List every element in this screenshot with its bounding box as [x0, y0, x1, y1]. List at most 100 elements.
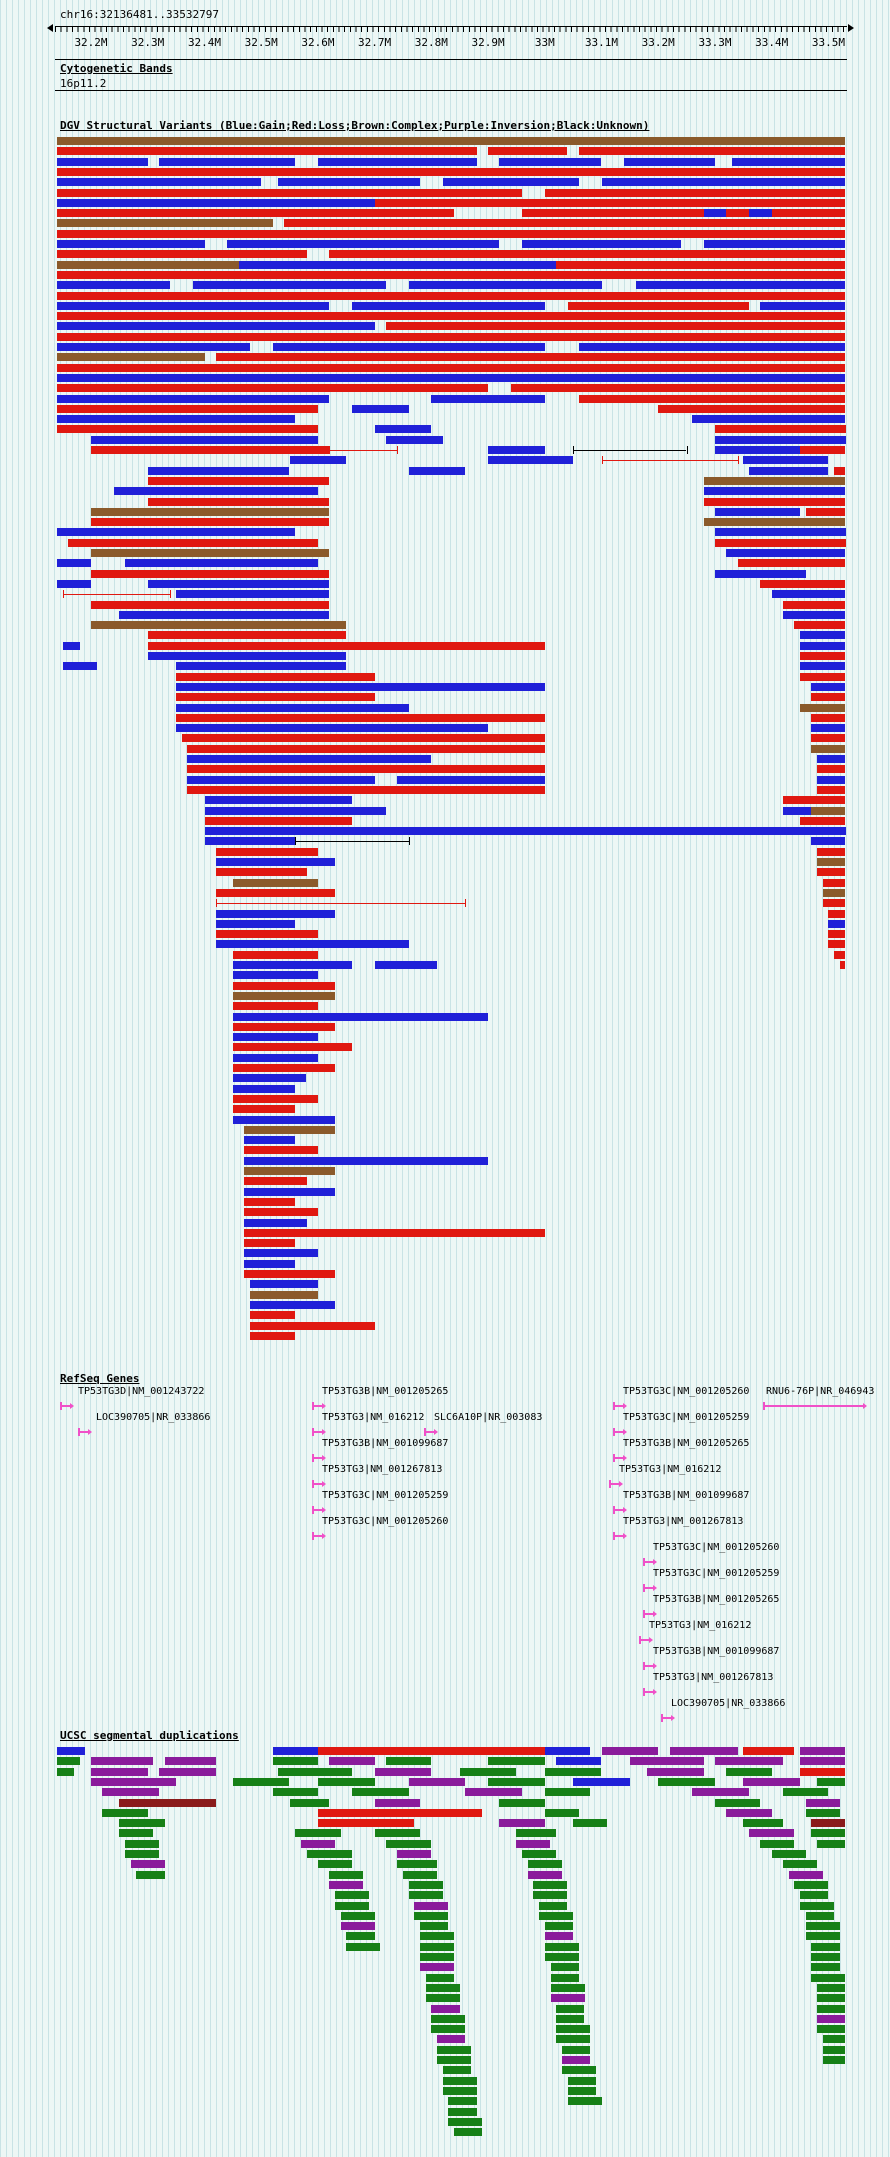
segdup-bar[interactable] — [454, 2128, 483, 2136]
variant-bar[interactable] — [244, 1136, 296, 1144]
variant-bar[interactable] — [215, 889, 335, 897]
segdup-bar[interactable] — [374, 1829, 420, 1837]
variant-bar[interactable] — [715, 570, 806, 578]
variant-bar[interactable] — [232, 1023, 335, 1031]
variant-bar[interactable] — [800, 652, 846, 660]
segdup-bar[interactable] — [437, 2046, 471, 2054]
variant-bar[interactable] — [811, 724, 846, 732]
segdup-bar[interactable] — [743, 1819, 783, 1827]
segdup-bar[interactable] — [414, 1902, 449, 1910]
variant-bar[interactable] — [57, 250, 307, 258]
variant-bar[interactable] — [544, 189, 846, 197]
variant-bar[interactable] — [244, 1198, 296, 1206]
variant-bar[interactable] — [715, 436, 846, 444]
segdup-bar[interactable] — [425, 1994, 460, 2002]
segdup-bar[interactable] — [760, 1840, 795, 1848]
variant-bar[interactable] — [732, 158, 846, 166]
segdup-bar[interactable] — [629, 1757, 704, 1765]
segdup-bar[interactable] — [822, 2035, 846, 2043]
variant-bar[interactable] — [811, 714, 846, 722]
variant-bar[interactable] — [57, 168, 846, 176]
variant-bar[interactable] — [232, 1033, 318, 1041]
variant-bar[interactable] — [204, 817, 352, 825]
variant-bar[interactable] — [232, 951, 318, 959]
gene-label[interactable]: LOC390705|NR_033866 — [96, 1412, 211, 1423]
variant-bar[interactable] — [635, 281, 846, 289]
gene-label[interactable]: TP53TG3B|NM_001099687 — [322, 1438, 449, 1449]
segdup-bar[interactable] — [442, 2066, 472, 2074]
segdup-bar[interactable] — [431, 2015, 466, 2023]
variant-bar[interactable] — [811, 745, 846, 753]
variant-bar[interactable] — [57, 209, 454, 217]
variant-bar[interactable] — [232, 1002, 318, 1010]
segdup-bar[interactable] — [811, 1963, 840, 1971]
variant-bar[interactable] — [522, 209, 846, 217]
gene-label[interactable]: LOC390705|NR_033866 — [671, 1698, 786, 1709]
variant-bar[interactable] — [703, 498, 846, 506]
gene-glyph[interactable] — [312, 1480, 326, 1488]
segdup-bar[interactable] — [119, 1799, 216, 1807]
segdup-bar[interactable] — [346, 1932, 375, 1940]
segdup-bar[interactable] — [334, 1891, 369, 1899]
segdup-bar[interactable] — [346, 1943, 381, 1951]
variant-bar[interactable] — [811, 734, 846, 742]
segdup-bar[interactable] — [544, 1768, 602, 1776]
variant-bar[interactable] — [187, 786, 545, 794]
variant-bar[interactable] — [176, 704, 409, 712]
variant-bar[interactable] — [244, 1167, 335, 1175]
segdup-bar[interactable] — [817, 1994, 846, 2002]
variant-bar[interactable] — [147, 467, 290, 475]
variant-bar[interactable] — [488, 147, 568, 155]
gene-glyph[interactable] — [661, 1714, 675, 1722]
gene-glyph[interactable] — [312, 1428, 326, 1436]
segdup-bar[interactable] — [601, 1747, 659, 1755]
variant-bar[interactable] — [57, 281, 171, 289]
segdup-bar[interactable] — [805, 1912, 835, 1920]
segdup-bar[interactable] — [448, 2097, 477, 2105]
variant-bar[interactable] — [828, 930, 846, 938]
gene-label[interactable]: TP53TG3C|NM_001205260 — [623, 1386, 750, 1397]
variant-bar[interactable] — [147, 652, 347, 660]
variant-bar[interactable] — [351, 302, 545, 310]
variant-bar[interactable] — [176, 662, 347, 670]
variant-bar[interactable] — [232, 1013, 488, 1021]
segdup-bar[interactable] — [374, 1768, 432, 1776]
variant-bar[interactable] — [181, 734, 545, 742]
variant-bar[interactable] — [811, 693, 846, 701]
variant-bar[interactable] — [272, 343, 545, 351]
variant-bar[interactable] — [578, 395, 846, 403]
gene-glyph[interactable] — [312, 1454, 326, 1462]
segdup-bar[interactable] — [425, 1984, 460, 1992]
segdup-bar[interactable] — [567, 2077, 596, 2085]
segdup-bar[interactable] — [57, 1757, 80, 1765]
variant-bar[interactable] — [232, 1116, 335, 1124]
variant-bar[interactable] — [289, 456, 347, 464]
segdup-bar[interactable] — [715, 1757, 784, 1765]
gene-glyph[interactable] — [643, 1688, 657, 1696]
variant-bar[interactable] — [232, 879, 318, 887]
segdup-bar[interactable] — [544, 1788, 591, 1796]
segdup-bar[interactable] — [550, 1963, 579, 1971]
segdup-bar[interactable] — [499, 1799, 545, 1807]
gene-label[interactable]: TP53TG3C|NM_001205260 — [322, 1516, 449, 1527]
variant-bar[interactable] — [715, 446, 801, 454]
segdup-bar[interactable] — [805, 1922, 840, 1930]
segdup-bar[interactable] — [91, 1768, 148, 1776]
segdup-bar[interactable] — [544, 1932, 574, 1940]
segdup-bar[interactable] — [811, 1943, 840, 1951]
variant-bar[interactable] — [57, 395, 330, 403]
variant-bar[interactable] — [57, 384, 489, 392]
segdup-bar[interactable] — [516, 1840, 551, 1848]
variant-bar[interactable] — [57, 189, 523, 197]
segdup-bar[interactable] — [544, 1747, 591, 1755]
variant-bar[interactable] — [57, 333, 846, 341]
variant-bar[interactable] — [57, 261, 239, 269]
segdup-bar[interactable] — [442, 2087, 477, 2095]
variant-bar[interactable] — [278, 178, 420, 186]
variant-bar[interactable] — [215, 858, 335, 866]
variant-bar[interactable] — [215, 868, 307, 876]
variant-bar[interactable] — [176, 724, 489, 732]
segdup-bar[interactable] — [420, 1963, 454, 1971]
variant-bar[interactable] — [811, 807, 846, 815]
gene-label[interactable]: TP53TG3B|NM_001099687 — [653, 1646, 780, 1657]
